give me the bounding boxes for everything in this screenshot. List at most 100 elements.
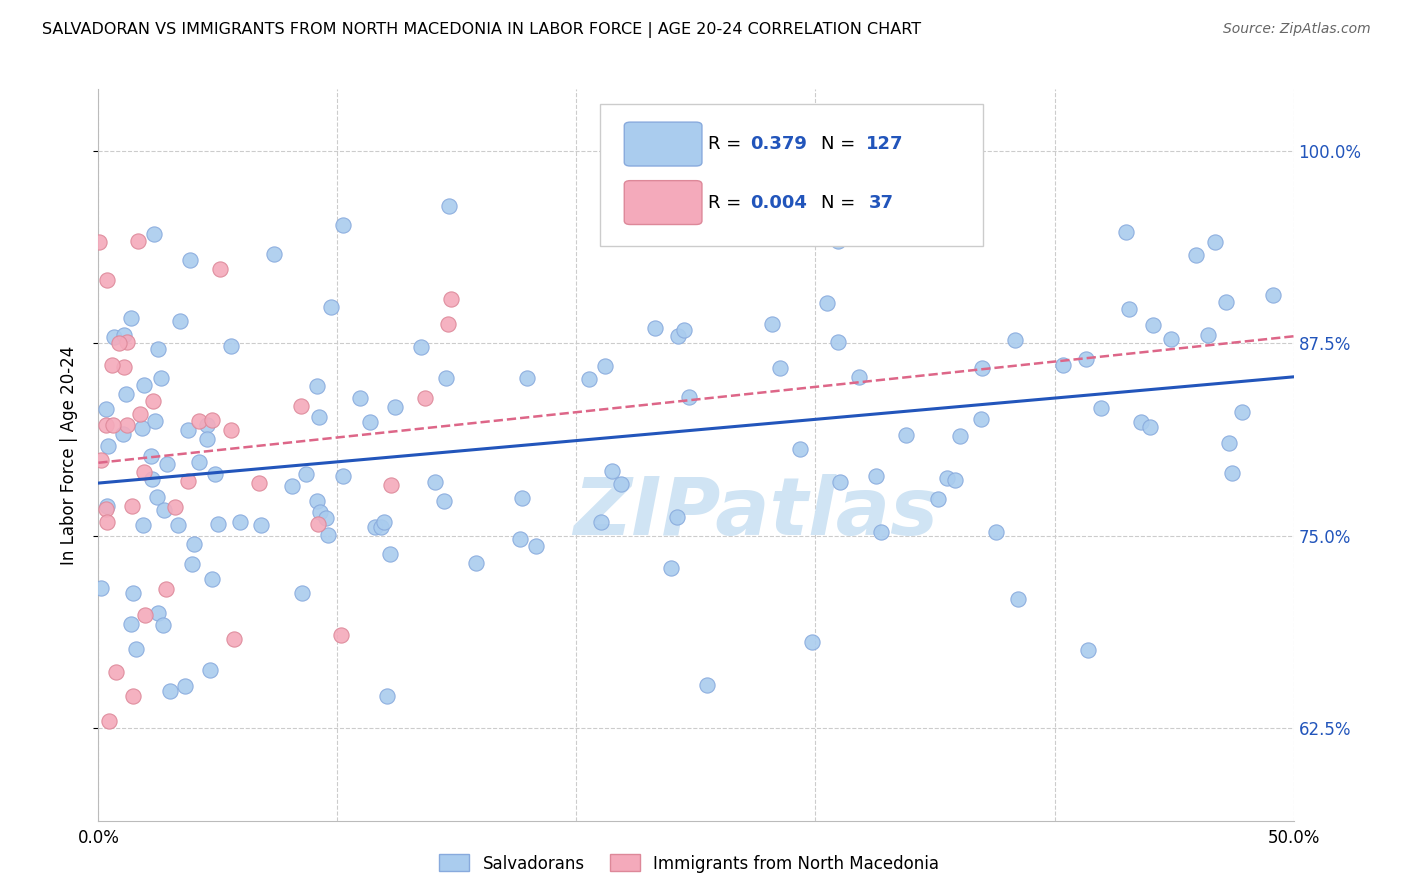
Point — [949, 429, 972, 443]
Point — [936, 471, 959, 485]
Point — [600, 464, 623, 478]
Point — [440, 292, 463, 306]
Point — [349, 391, 371, 405]
Point — [173, 679, 195, 693]
Point — [120, 311, 142, 326]
Point — [219, 339, 242, 353]
Point — [115, 334, 138, 349]
Point — [329, 628, 352, 642]
Text: 0.379: 0.379 — [749, 135, 807, 153]
Point — [127, 234, 149, 248]
Point — [120, 616, 142, 631]
Point — [434, 370, 457, 384]
Point — [828, 475, 851, 489]
Point — [865, 469, 887, 483]
Point — [307, 517, 329, 532]
Point — [187, 455, 209, 469]
Point — [308, 505, 330, 519]
Point — [761, 317, 783, 331]
Point — [666, 328, 689, 343]
Point — [290, 399, 312, 413]
Point — [307, 379, 329, 393]
Point — [423, 475, 446, 489]
Point — [139, 449, 162, 463]
Point — [89, 235, 111, 250]
Point — [524, 540, 547, 554]
Point — [377, 689, 399, 703]
Point — [149, 371, 172, 385]
Point — [1130, 415, 1153, 429]
Point — [1197, 328, 1219, 343]
Point — [970, 411, 993, 425]
Point — [316, 528, 339, 542]
Point — [112, 327, 135, 342]
Point — [848, 370, 870, 384]
Point — [97, 714, 120, 729]
Point — [1142, 318, 1164, 332]
Point — [90, 581, 112, 595]
Point — [222, 632, 245, 647]
Point — [250, 517, 273, 532]
Point — [1232, 405, 1254, 419]
Point — [101, 358, 124, 372]
Point — [380, 478, 402, 492]
Point — [159, 683, 181, 698]
Point — [984, 525, 1007, 540]
Y-axis label: In Labor Force | Age 20-24: In Labor Force | Age 20-24 — [59, 345, 77, 565]
Point — [94, 502, 117, 516]
Point — [121, 500, 143, 514]
Point — [148, 343, 170, 357]
Point — [1052, 359, 1074, 373]
Legend: Salvadorans, Immigrants from North Macedonia: Salvadorans, Immigrants from North Maced… — [433, 847, 945, 880]
Text: Source: ZipAtlas.com: Source: ZipAtlas.com — [1223, 22, 1371, 37]
FancyBboxPatch shape — [624, 180, 702, 225]
Point — [141, 472, 163, 486]
Point — [1261, 287, 1284, 301]
Point — [437, 199, 460, 213]
Text: 50.0%: 50.0% — [1267, 829, 1320, 847]
Point — [315, 510, 337, 524]
Point — [96, 439, 118, 453]
Point — [177, 474, 200, 488]
Point — [696, 678, 718, 692]
Point — [370, 520, 392, 534]
Point — [1077, 643, 1099, 657]
Point — [373, 515, 395, 529]
Point — [128, 407, 150, 421]
Point — [103, 329, 125, 343]
Text: 127: 127 — [866, 135, 903, 153]
Point — [167, 517, 190, 532]
Point — [305, 493, 328, 508]
Point — [195, 432, 218, 446]
Point — [105, 665, 128, 679]
Point — [201, 572, 224, 586]
Point — [1004, 333, 1026, 347]
Point — [589, 515, 612, 529]
Point — [201, 413, 224, 427]
Text: R =: R = — [709, 135, 747, 153]
Point — [1185, 248, 1208, 262]
Point — [96, 402, 118, 417]
Point — [179, 253, 201, 268]
Point — [516, 371, 538, 385]
Point — [364, 519, 387, 533]
Point — [818, 185, 841, 199]
Text: N =: N = — [821, 194, 862, 211]
Point — [927, 492, 949, 507]
Point — [378, 547, 401, 561]
Point — [413, 391, 436, 405]
Point — [972, 360, 994, 375]
Point — [1218, 435, 1240, 450]
Point — [1007, 591, 1029, 606]
Text: R =: R = — [709, 194, 747, 211]
Point — [247, 475, 270, 490]
Point — [207, 516, 229, 531]
Point — [789, 442, 811, 456]
Point — [827, 235, 849, 249]
Point — [1074, 352, 1097, 367]
Point — [94, 418, 117, 433]
Point — [153, 503, 176, 517]
Point — [437, 318, 460, 332]
Point — [593, 359, 616, 373]
Point — [291, 586, 314, 600]
